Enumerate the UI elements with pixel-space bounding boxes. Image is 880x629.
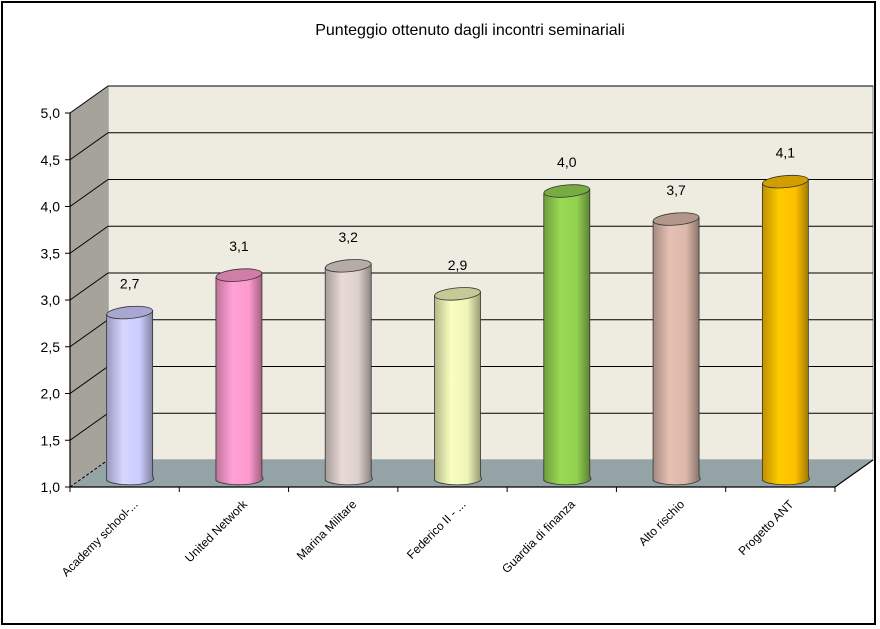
cylinder-bar: [434, 287, 483, 486]
cylinder-bar: [652, 212, 701, 486]
cylinder-bar: [324, 259, 373, 486]
axes: 1,0 1,5 2,0 2,5 3,0 3,5 4,0 4,5 5,0: [41, 105, 836, 495]
y-tick-label: 3,5: [41, 245, 61, 261]
data-label: 2,9: [448, 257, 468, 273]
data-label: 4,0: [557, 154, 577, 170]
x-tick-label: Marina Militare: [294, 497, 360, 563]
y-tick-label: 4,0: [41, 199, 61, 215]
cylinder-bars: [106, 174, 810, 486]
y-tick-label: 2,0: [41, 386, 61, 402]
data-labels: 2,7 3,1 3,2 2,9 4,0 3,7 4,1: [120, 145, 795, 292]
x-tick-label: Alto rischio: [636, 497, 688, 549]
cylinder-bar: [215, 268, 264, 486]
x-tick-label: Federico II - ...: [404, 497, 469, 562]
y-tick-label: 2,5: [41, 339, 61, 355]
cylinder-bar: [543, 184, 592, 486]
y-tick-label: 1,5: [41, 432, 61, 448]
cylinder-bar: [106, 305, 155, 486]
data-label: 2,7: [120, 276, 140, 292]
x-tick-label: Progetto ANT: [736, 497, 797, 558]
y-tick-label: 3,0: [41, 292, 61, 308]
data-label: 3,2: [338, 229, 358, 245]
data-label: 3,1: [229, 238, 249, 254]
x-tick-label: United Network: [182, 497, 251, 566]
x-tick-label: Guardia di finanza: [499, 497, 578, 576]
y-tick-label: 1,0: [41, 479, 61, 495]
data-label: 3,7: [666, 182, 686, 198]
chart-title: Punteggio ottenuto dagli incontri semina…: [315, 22, 625, 39]
y-tick-label: 5,0: [41, 105, 61, 121]
cylinder-bar: [761, 174, 810, 486]
y-tick-label: 4,5: [41, 152, 61, 168]
category-labels: Academy school-... United Network Marina M…: [59, 497, 797, 580]
x-tick-label: Academy school-...: [59, 497, 141, 579]
data-label: 4,1: [776, 145, 796, 161]
